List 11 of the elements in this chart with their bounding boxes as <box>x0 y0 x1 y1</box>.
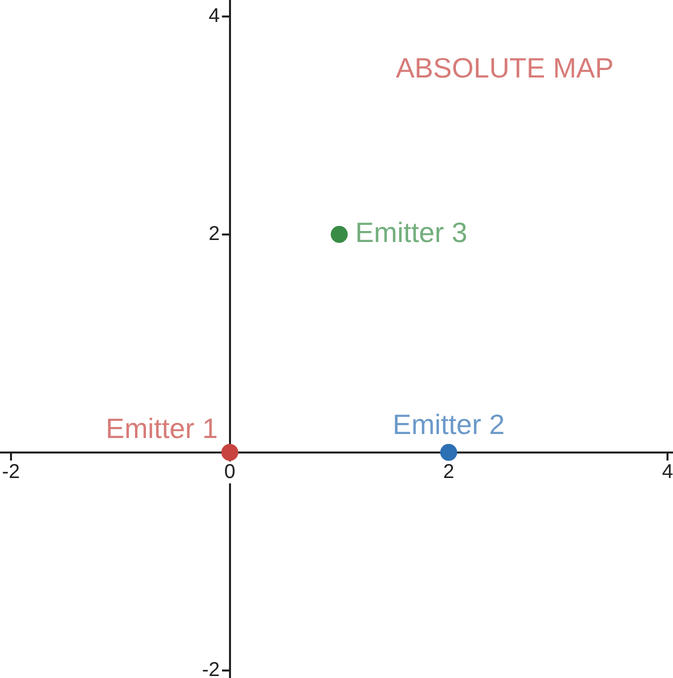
series-label: Emitter 1 <box>106 413 218 444</box>
y-tick-label: 2 <box>208 222 220 245</box>
x-tick-label: 0 <box>224 460 236 483</box>
x-tick-label: 2 <box>443 460 454 483</box>
text: ABSOLUTE MAP <box>396 52 614 84</box>
y-tick-label: 4 <box>208 4 220 27</box>
x-tick-label: 4 <box>662 460 673 483</box>
x-tick-label: -2 <box>2 460 20 483</box>
series-label: Emitter 3 <box>355 217 468 248</box>
y-tick-label: -2 <box>202 658 220 678</box>
series-label: Emitter 2 <box>392 409 505 440</box>
